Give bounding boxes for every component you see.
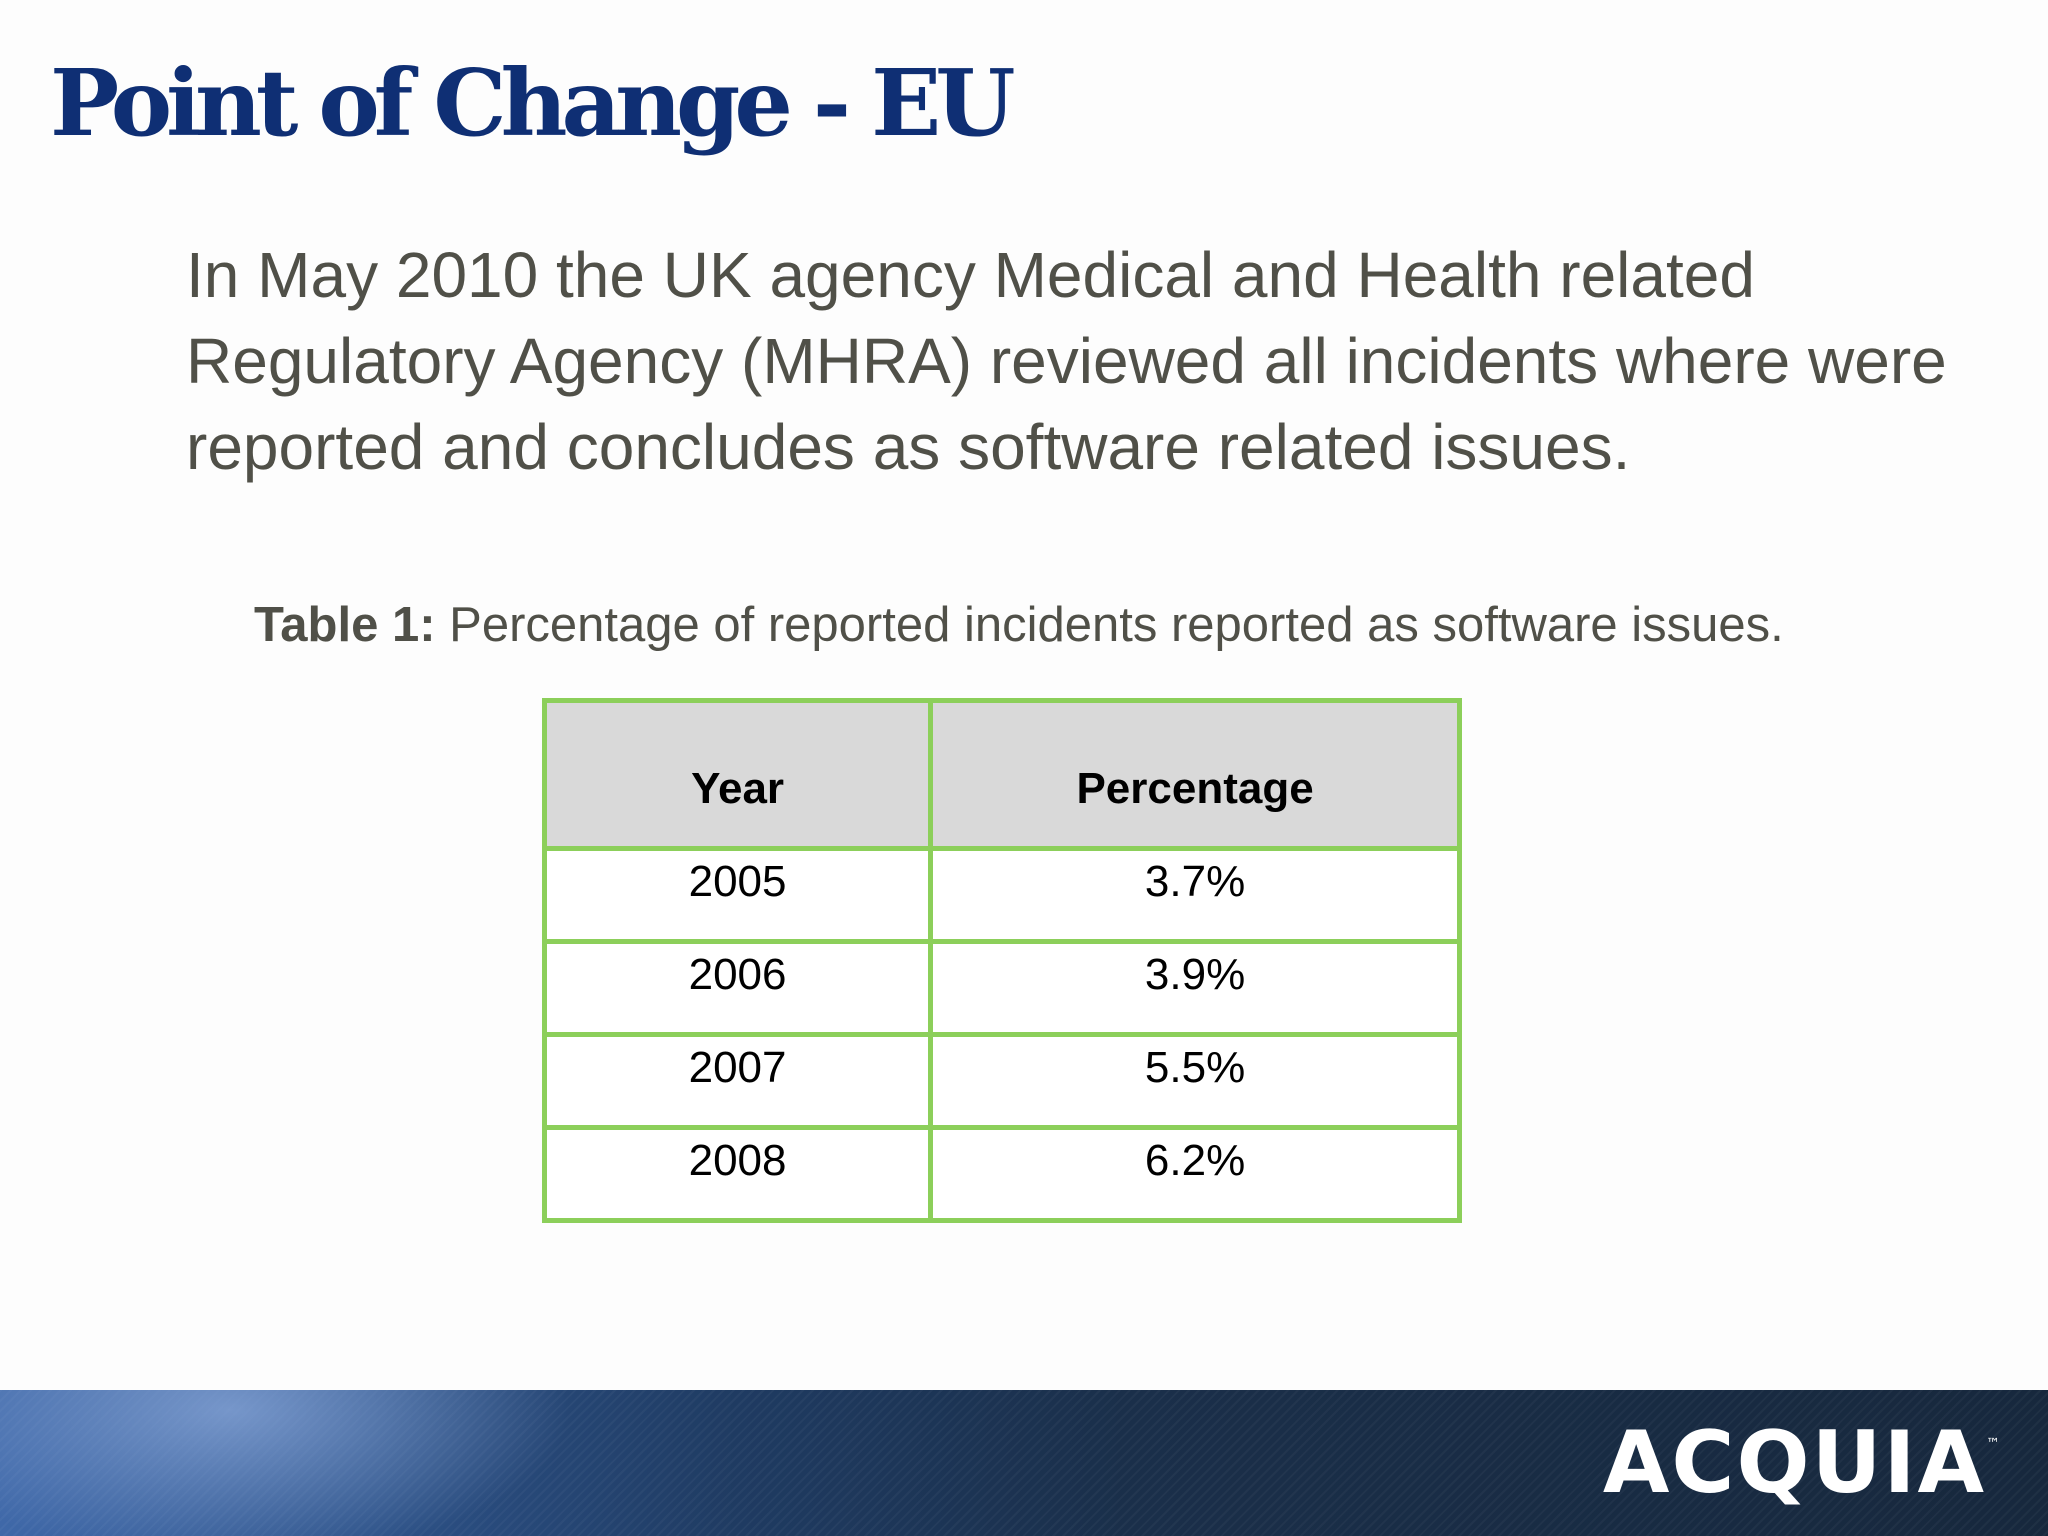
percentage-cell: 3.7% — [928, 846, 1462, 944]
incident-percentage-table: Year Percentage 2005 3.7% 2006 3.9% 2007… — [541, 698, 1462, 1223]
trademark-mark: ™ — [1986, 1436, 2002, 1452]
acquia-logo: ACQUIA™ — [1603, 1412, 2002, 1515]
table-row: 2007 5.5% — [541, 1032, 1462, 1130]
table-row: 2006 3.9% — [541, 939, 1462, 1037]
year-cell: 2008 — [541, 1125, 934, 1223]
percentage-cell: 5.5% — [928, 1032, 1462, 1130]
percentage-cell: 3.9% — [928, 939, 1462, 1037]
logo-wordmark: ACQUIA — [1602, 1413, 1986, 1513]
column-header-percentage: Percentage — [928, 698, 1462, 851]
intro-paragraph: In May 2010 the UK agency Medical and He… — [186, 239, 1947, 483]
table-row: 2008 6.2% — [541, 1125, 1462, 1223]
year-cell: 2005 — [541, 846, 934, 944]
table-caption-text: Percentage of reported incidents reporte… — [435, 598, 1784, 652]
table-caption-label: Table 1: — [254, 598, 436, 652]
column-header-year: Year — [541, 698, 934, 851]
percentage-cell: 6.2% — [928, 1125, 1462, 1223]
table-caption: Table 1: Percentage of reported incident… — [254, 590, 1784, 660]
slide-title: Point of Change - EU — [50, 49, 1015, 157]
year-cell: 2007 — [541, 1032, 934, 1130]
table-row: 2005 3.7% — [541, 846, 1462, 944]
year-cell: 2006 — [541, 939, 934, 1037]
footer-band — [0, 1390, 2048, 1536]
table-header-row: Year Percentage — [541, 698, 1462, 851]
